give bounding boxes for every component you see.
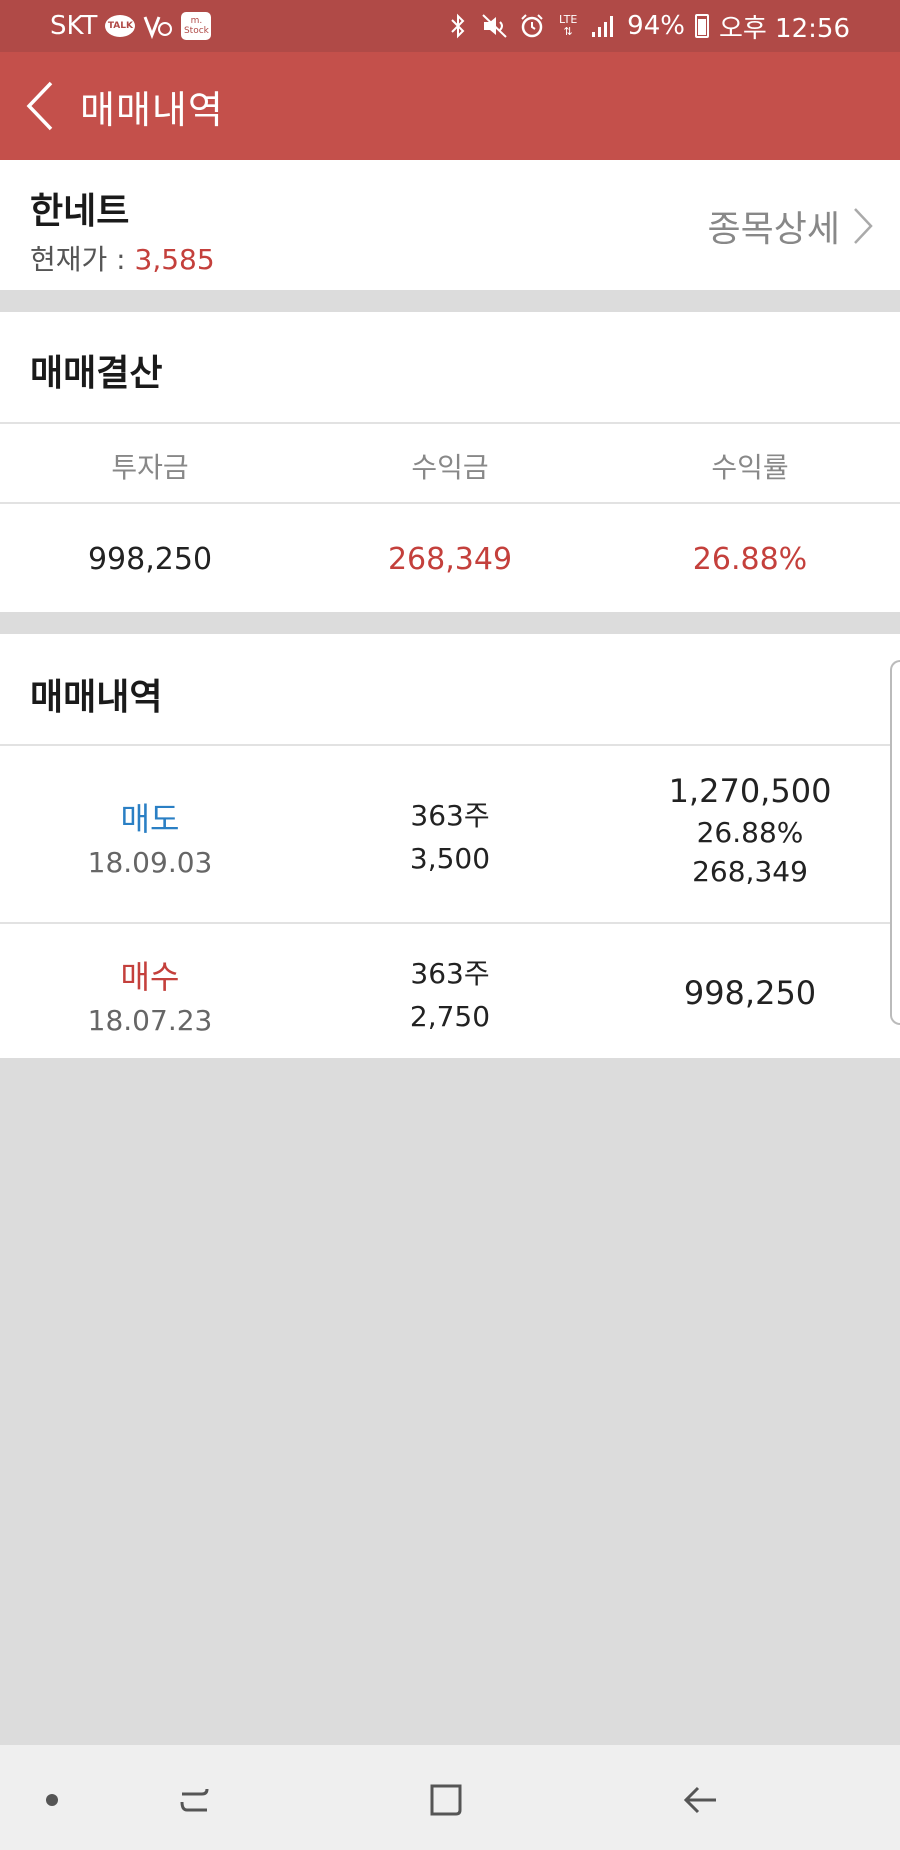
header-return-rate: 수익률 <box>711 451 789 484</box>
investment-value: 998,250 <box>87 542 213 577</box>
mstock-icon: m. Stock <box>181 12 212 40</box>
mute-icon <box>481 12 509 40</box>
app-bar: 매매내역 <box>0 52 900 160</box>
chevron-left-icon <box>26 81 53 131</box>
trade-return-rate: 26.88% <box>696 816 804 849</box>
trade-profit: 268,349 <box>692 855 808 888</box>
current-price-value: 3,585 <box>134 243 215 276</box>
stock-detail-label: 종목상세 <box>707 209 840 250</box>
back-button[interactable] <box>0 52 80 160</box>
trade-amount: 998,250 <box>683 974 817 1012</box>
trade-type-buy: 매수 <box>120 958 180 996</box>
stock-detail-link[interactable]: 종목상세 <box>708 200 874 252</box>
profit-value: 268,349 <box>387 542 513 577</box>
trade-shares: 363주 <box>410 957 490 990</box>
back-arrow-icon <box>683 1786 716 1814</box>
trade-amount-cell: 998,250 <box>600 974 900 1012</box>
home-button[interactable] <box>416 1775 476 1825</box>
current-price-label: 현재가 : <box>30 243 135 276</box>
trade-shares: 363주 <box>410 799 490 832</box>
dot-icon <box>46 1794 58 1806</box>
section-title-settlement: 매매결산 <box>30 353 163 394</box>
system-nav-bar <box>0 1745 900 1850</box>
clock: 오후 12:56 <box>718 13 850 44</box>
home-icon <box>430 1784 462 1816</box>
stock-name: 한네트 <box>30 191 130 232</box>
lte-icon: LTE ⇅ <box>559 13 578 38</box>
trade-qty-cell: 363주 3,500 <box>300 794 600 875</box>
section-title-history: 매매내역 <box>30 677 163 718</box>
battery-icon <box>694 14 709 38</box>
trade-type-cell: 매수 18.07.23 <box>0 952 300 1037</box>
signal-icon <box>591 12 617 40</box>
page-title: 매매내역 <box>80 87 224 132</box>
back-nav-button[interactable] <box>670 1775 730 1825</box>
scroll-handle[interactable] <box>890 660 900 1025</box>
divider <box>0 502 900 504</box>
bluetooth-icon <box>445 12 471 40</box>
alarm-icon <box>519 12 545 40</box>
header-profit: 수익금 <box>411 451 489 484</box>
carrier-label: SKT <box>50 11 98 41</box>
recent-apps-icon <box>180 1788 209 1812</box>
settlement-section: 매매결산 투자금 수익금 수익률 998,250 268,349 26.88% <box>0 312 900 612</box>
header-investment: 투자금 <box>111 451 189 484</box>
trade-date: 18.07.23 <box>87 1004 213 1037</box>
divider <box>0 744 900 746</box>
trade-amount: 1,270,500 <box>668 772 832 810</box>
status-bar: SKT TALK m. Stock LTE ⇅ 94% 오후 12:56 <box>0 0 900 52</box>
battery-percent: 94% <box>627 11 685 41</box>
divider <box>0 422 900 424</box>
kakaotalk-icon: TALK <box>105 15 136 37</box>
volte-icon <box>143 12 173 40</box>
trade-type-sell: 매도 <box>120 800 180 838</box>
trade-amount-cell: 1,270,500 26.88% 268,349 <box>600 772 900 888</box>
trade-date: 18.09.03 <box>87 846 213 879</box>
return-rate-value: 26.88% <box>692 542 808 577</box>
divider <box>0 922 900 924</box>
recent-apps-button[interactable] <box>164 1775 224 1825</box>
trade-qty-cell: 363주 2,750 <box>300 952 600 1033</box>
trade-price: 2,750 <box>409 1000 491 1033</box>
current-price: 현재가 : 3,585 <box>30 238 215 278</box>
nav-dot-button[interactable] <box>22 1775 82 1825</box>
trade-history-section: 매매내역 매도 18.09.03 363주 3,500 1,270,500 26… <box>0 634 900 1058</box>
trade-price: 3,500 <box>409 842 491 875</box>
trade-type-cell: 매도 18.09.03 <box>0 794 300 879</box>
chevron-right-icon <box>854 208 873 244</box>
stock-header: 한네트 현재가 : 3,585 종목상세 <box>0 160 900 290</box>
